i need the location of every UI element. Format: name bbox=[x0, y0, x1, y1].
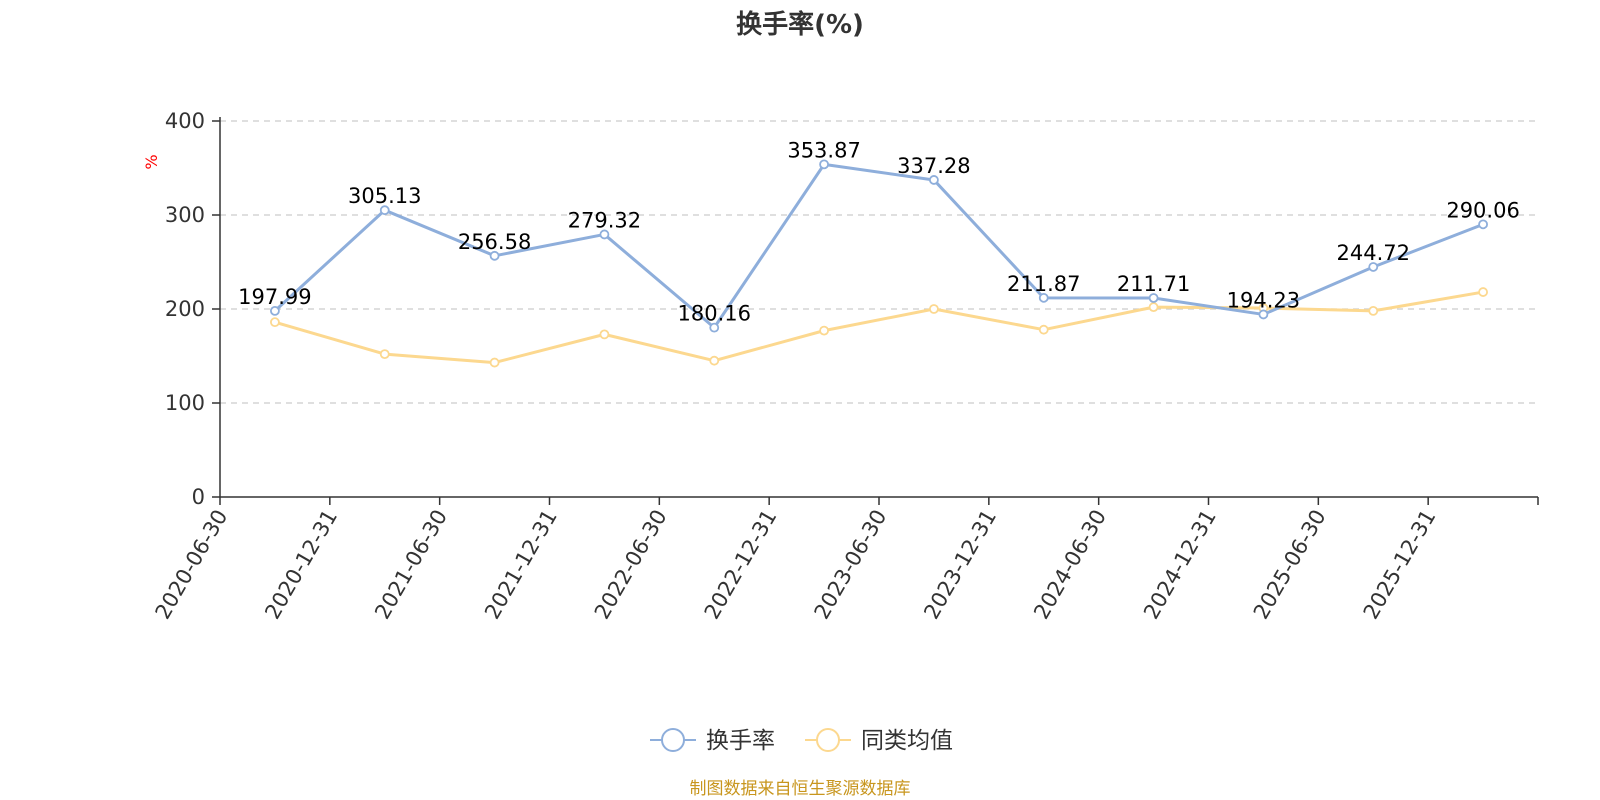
data-label: 337.28 bbox=[897, 154, 970, 178]
data-point-peer-average[interactable] bbox=[1038, 324, 1049, 335]
x-tick-label: 2025-06-30 bbox=[1249, 506, 1331, 624]
series-line-peer-average bbox=[274, 290, 1484, 365]
data-label: 353.87 bbox=[787, 138, 860, 162]
data-point-turnover[interactable] bbox=[1478, 219, 1488, 230]
data-point-peer-average[interactable] bbox=[929, 304, 939, 314]
y-tick-label: 400 bbox=[165, 109, 205, 133]
x-tick-label: 2021-12-31 bbox=[480, 506, 562, 624]
data-point-peer-average[interactable] bbox=[819, 325, 829, 336]
x-tick-label: 2023-06-30 bbox=[810, 506, 892, 624]
legend-marker-icon bbox=[816, 728, 840, 752]
data-point-peer-average[interactable] bbox=[489, 357, 500, 368]
x-tick-label: 2021-06-30 bbox=[370, 505, 452, 623]
data-label: 180.16 bbox=[678, 302, 751, 326]
data-label: 279.32 bbox=[568, 208, 641, 232]
data-point-turnover[interactable] bbox=[709, 322, 720, 333]
data-point-peer-average[interactable] bbox=[1148, 302, 1159, 313]
data-point-turnover[interactable] bbox=[599, 229, 610, 240]
legend-label: 同类均值 bbox=[861, 728, 953, 754]
y-tick-label: 0 bbox=[192, 485, 205, 509]
data-point-peer-average[interactable] bbox=[379, 349, 390, 360]
data-point-turnover[interactable] bbox=[1368, 262, 1379, 272]
x-tick-label: 2024-12-31 bbox=[1139, 506, 1221, 624]
series-line-turnover bbox=[273, 162, 1484, 330]
data-point-turnover[interactable] bbox=[270, 305, 280, 316]
x-tick-label: 2020-12-31 bbox=[260, 506, 342, 624]
legend[interactable]: 换手率 同类均值 bbox=[650, 728, 953, 754]
data-label: 305.13 bbox=[348, 184, 421, 208]
chart-title: 换手率(%) bbox=[736, 9, 864, 40]
data-point-turnover[interactable] bbox=[489, 250, 500, 261]
x-tick-label: 2023-12-31 bbox=[919, 505, 1001, 623]
data-label: 194.23 bbox=[1227, 288, 1300, 312]
y-tick-label: 300 bbox=[165, 203, 205, 227]
data-point-turnover[interactable] bbox=[819, 159, 829, 170]
data-point-turnover[interactable] bbox=[1148, 293, 1159, 303]
data-point-peer-average[interactable] bbox=[709, 355, 720, 366]
data-point-peer-average[interactable] bbox=[270, 317, 280, 328]
data-label: 256.58 bbox=[458, 230, 531, 254]
data-label: 290.06 bbox=[1446, 198, 1519, 222]
data-point-turnover[interactable] bbox=[1258, 309, 1269, 320]
data-point-turnover[interactable] bbox=[379, 205, 390, 216]
data-point-turnover[interactable] bbox=[929, 175, 939, 185]
data-label: 197.99 bbox=[238, 285, 311, 309]
legend-label: 换手率 bbox=[706, 728, 775, 754]
data-point-peer-average[interactable] bbox=[1478, 287, 1488, 297]
legend-marker-icon bbox=[661, 728, 685, 752]
data-labels: 197.99 305.13 256.58 279.32 180.16 353.87 337.… bbox=[238, 138, 1520, 325]
legend-item-peer-average[interactable]: 同类均值 bbox=[805, 728, 953, 754]
y-tick-label: 200 bbox=[165, 297, 205, 321]
x-tick-label: 2022-06-30 bbox=[590, 506, 672, 624]
data-label: 244.72 bbox=[1337, 241, 1410, 265]
y-axis-unit-label: % bbox=[142, 154, 161, 169]
legend-item-turnover[interactable]: 换手率 bbox=[650, 728, 775, 754]
x-tick-label: 2024-06-30 bbox=[1029, 506, 1111, 624]
data-source-note: 制图数据来自恒生聚源数据库 bbox=[690, 779, 911, 799]
x-tick-label: 2025-12-31 bbox=[1359, 506, 1441, 624]
x-tick-label: 2022-12-31 bbox=[700, 506, 782, 624]
data-point-peer-average[interactable] bbox=[1368, 305, 1379, 316]
x-tick-label: 2020-06-30 bbox=[151, 506, 233, 624]
data-point-peer-average[interactable] bbox=[599, 329, 610, 340]
data-label: 211.87 bbox=[1007, 272, 1080, 296]
data-label: 211.71 bbox=[1117, 272, 1190, 296]
series-layer bbox=[270, 159, 1488, 368]
y-tick-label: 100 bbox=[165, 391, 205, 415]
data-point-turnover[interactable] bbox=[1038, 292, 1049, 303]
